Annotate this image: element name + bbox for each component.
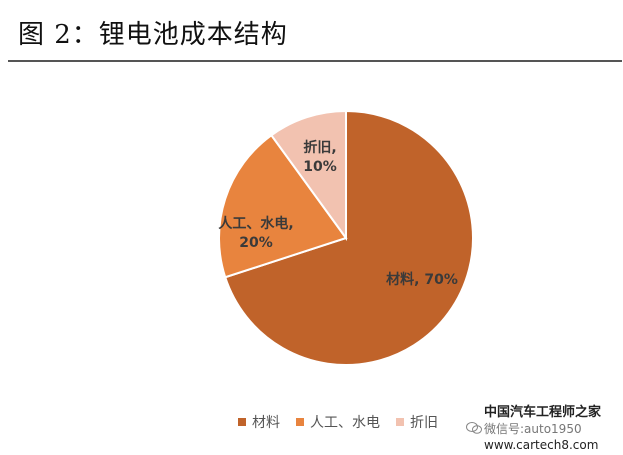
legend-label-depreciation: 折旧 (410, 415, 438, 431)
legend-swatch-materials (238, 418, 246, 426)
legend-item-labor: 人工、水电 (296, 412, 380, 432)
legend-swatch-depreciation (396, 418, 404, 426)
legend-label-materials: 材料 (252, 415, 280, 431)
pie-slice-depreciation (269, 109, 347, 242)
chart-legend: 材料 人工、水电 折旧 (238, 412, 438, 432)
legend-item-depreciation: 折旧 (396, 412, 438, 432)
watermark: 中国汽车工程师之家 微信号:auto1950 www.cartech8.com (484, 405, 620, 453)
watermark-wechat-id: 微信号:auto1950 (484, 422, 582, 436)
legend-item-materials: 材料 (238, 412, 280, 432)
page-title: 图 2：锂电池成本结构 (18, 20, 288, 50)
title-divider (8, 60, 622, 62)
pie-slice-labor (218, 133, 348, 279)
pie-slice-materials (223, 109, 474, 366)
watermark-url: www.cartech8.com (484, 438, 599, 452)
legend-label-labor: 人工、水电 (310, 415, 380, 431)
pie-label-materials: 材料, 70% (386, 271, 458, 288)
legend-swatch-labor (296, 418, 304, 426)
pie-label-labor: 人工、水电, 20% (218, 215, 293, 251)
pie-label-depreciation: 折旧, 10% (303, 139, 337, 175)
watermark-name: 中国汽车工程师之家 (484, 405, 602, 420)
wechat-icon (466, 422, 482, 434)
